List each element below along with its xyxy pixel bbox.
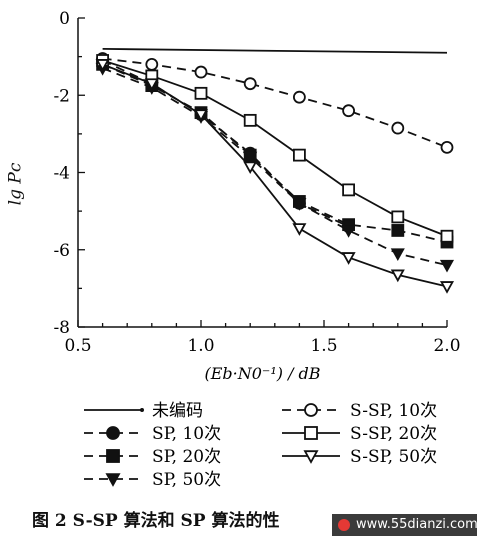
legend-marker <box>106 426 120 440</box>
data-point <box>440 229 454 243</box>
data-point <box>292 223 307 236</box>
x-tick-label: 1.5 <box>310 336 337 356</box>
legend-marker <box>105 473 121 487</box>
x-tick-label: 2.0 <box>433 336 460 356</box>
watermark-background <box>332 514 477 536</box>
legend-item: SP, 10次 <box>84 424 221 444</box>
legend-marker <box>303 450 319 464</box>
y-axis-label-text: lg Pc <box>5 162 26 206</box>
series-line <box>102 48 448 54</box>
data-point <box>342 183 356 197</box>
data-point <box>439 281 455 294</box>
data-point <box>341 225 356 238</box>
x-tick-label: 1.0 <box>187 336 214 356</box>
data-point <box>243 113 257 127</box>
data-point <box>439 259 455 273</box>
legend-marker <box>140 408 144 412</box>
data-point <box>292 90 306 104</box>
figure-caption: 图 2 S-SP 算法和 SP 算法的性 <box>32 511 280 531</box>
legend-marker <box>304 403 318 417</box>
data-point <box>342 104 356 118</box>
legend-item: S-SP, 10次 <box>282 401 437 421</box>
data-point <box>391 224 405 237</box>
watermark-logo-icon <box>338 519 350 531</box>
legend-label: SP, 50次 <box>152 470 221 490</box>
x-tick-label: 0.5 <box>64 336 91 356</box>
legend-item: SP, 20次 <box>84 447 221 467</box>
data-point <box>440 140 454 154</box>
y-tick-label: -6 <box>53 241 70 261</box>
x-axis-label: (Eb·N0⁻¹) / dB <box>204 364 320 383</box>
legend: 未编码 SP, 10次 SP, 20次 SP, 50次 S-SP, 10次 S-SP, 2… <box>84 401 437 490</box>
y-tick-label: -2 <box>53 86 70 106</box>
legend-label: S-SP, 50次 <box>350 447 437 467</box>
data-point <box>243 77 257 91</box>
series-layer <box>95 48 455 294</box>
watermark-text: www.55dianzi.com <box>356 517 477 532</box>
series-line <box>102 63 448 288</box>
series-0 <box>102 48 448 54</box>
legend-label: S-SP, 20次 <box>350 424 437 444</box>
data-point <box>390 269 405 283</box>
data-point <box>194 86 208 100</box>
legend-label: SP, 20次 <box>152 447 221 467</box>
legend-label: 未编码 <box>152 401 203 421</box>
data-point <box>292 148 306 162</box>
data-point <box>390 248 405 261</box>
legend-label: S-SP, 10次 <box>350 401 437 421</box>
series-line <box>102 59 448 238</box>
chart-canvas: 0 -2 -4 -6 -80.5 1.0 1.5 2.0 (Eb·N0⁻¹) / dB 未编码 S… <box>53 9 460 490</box>
legend-item: 未编码 <box>84 401 203 421</box>
legend-label: SP, 10次 <box>152 424 221 444</box>
series-line <box>102 59 349 228</box>
series-6 <box>95 59 455 294</box>
data-point <box>243 151 258 165</box>
legend-item: S-SP, 20次 <box>282 424 437 444</box>
legend-item: S-SP, 50次 <box>282 447 437 467</box>
data-point <box>243 161 258 175</box>
legend-marker <box>106 449 120 463</box>
legend-marker <box>304 426 318 440</box>
y-tick-label: -4 <box>53 164 70 184</box>
data-point <box>144 78 159 92</box>
data-point <box>391 210 405 224</box>
series-3 <box>95 62 455 273</box>
legend-item: SP, 50次 <box>84 470 221 490</box>
data-point <box>292 198 307 211</box>
y-tick-label: 0 <box>59 9 70 29</box>
y-axis-label: lg Pc <box>4 150 44 220</box>
data-point <box>194 65 208 79</box>
series-line <box>102 63 448 243</box>
axes: 0 -2 -4 -6 -80.5 1.0 1.5 2.0 (Eb·N0⁻¹) / dB <box>53 9 460 383</box>
data-point <box>341 252 356 265</box>
data-point <box>391 121 405 135</box>
data-point <box>193 109 209 122</box>
data-point <box>95 59 110 72</box>
y-tick-label: -8 <box>53 318 70 338</box>
data-point <box>145 57 159 71</box>
series-line <box>102 67 448 267</box>
